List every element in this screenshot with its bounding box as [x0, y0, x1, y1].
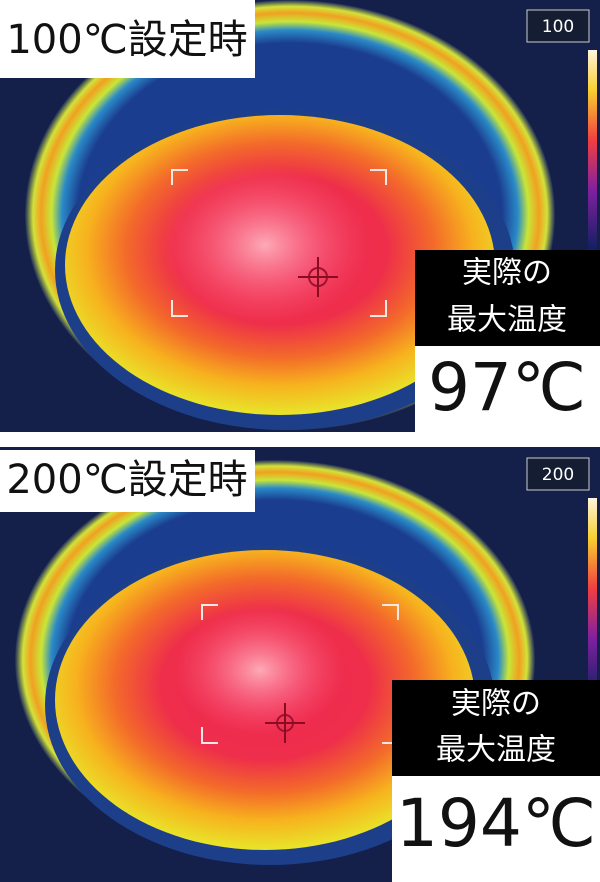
caption-line: 最大温度 [447, 303, 567, 338]
scale-max: 200 [542, 465, 574, 485]
caption-line: 実際の [462, 256, 552, 291]
value-box [392, 776, 600, 882]
scale-box [526, 9, 590, 43]
setting-label: 100℃設定時 [6, 17, 247, 63]
caption-box [415, 250, 600, 346]
scale-box [526, 457, 590, 491]
caption-line: 最大温度 [436, 733, 556, 768]
setting-label: 200℃設定時 [6, 457, 247, 503]
max-temp: 194℃ [396, 785, 596, 862]
value-box [415, 346, 600, 432]
label-box [0, 450, 255, 512]
caption-line: 実際の [451, 687, 541, 722]
max-temp: 97℃ [428, 349, 586, 426]
scale-max: 100 [542, 17, 574, 37]
caption-box [392, 680, 600, 776]
label-box [0, 0, 255, 78]
